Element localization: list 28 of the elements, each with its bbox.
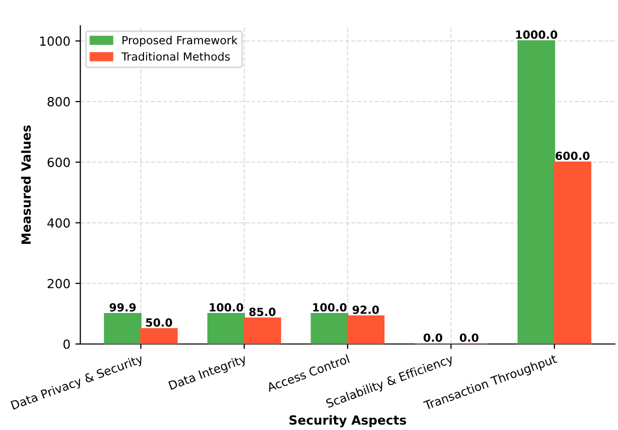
bar — [554, 161, 592, 344]
data-label: 85.0 — [249, 308, 276, 316]
bar — [244, 318, 282, 344]
bar — [518, 40, 556, 344]
bar — [104, 313, 142, 344]
y-tick-label: 200 — [48, 278, 70, 288]
bar — [140, 328, 178, 344]
y-axis-title: Measured Values — [21, 125, 31, 244]
data-label: 50.0 — [146, 318, 172, 327]
legend-label: Traditional Methods — [121, 52, 230, 61]
y-tick-label: 0 — [63, 339, 70, 349]
data-label: 1000.0 — [516, 30, 558, 39]
legend-label: Proposed Framework — [122, 36, 238, 47]
y-tick-label: 1000 — [40, 36, 70, 46]
x-axis-title: Security Aspects — [289, 415, 406, 428]
y-tick-label: 800 — [48, 97, 70, 106]
data-label: 0.0 — [424, 333, 442, 342]
data-label: 99.9 — [110, 303, 136, 312]
bar — [207, 313, 245, 344]
data-label: 100.0 — [313, 303, 347, 312]
bar — [346, 315, 385, 344]
bar — [310, 313, 348, 344]
data-label: 92.0 — [352, 306, 379, 314]
data-label: 600.0 — [556, 152, 590, 160]
data-label: 0.0 — [460, 333, 478, 342]
data-label: 100.0 — [210, 303, 244, 312]
y-tick-label: 600 — [48, 158, 70, 168]
y-tick-label: 400 — [47, 218, 70, 228]
